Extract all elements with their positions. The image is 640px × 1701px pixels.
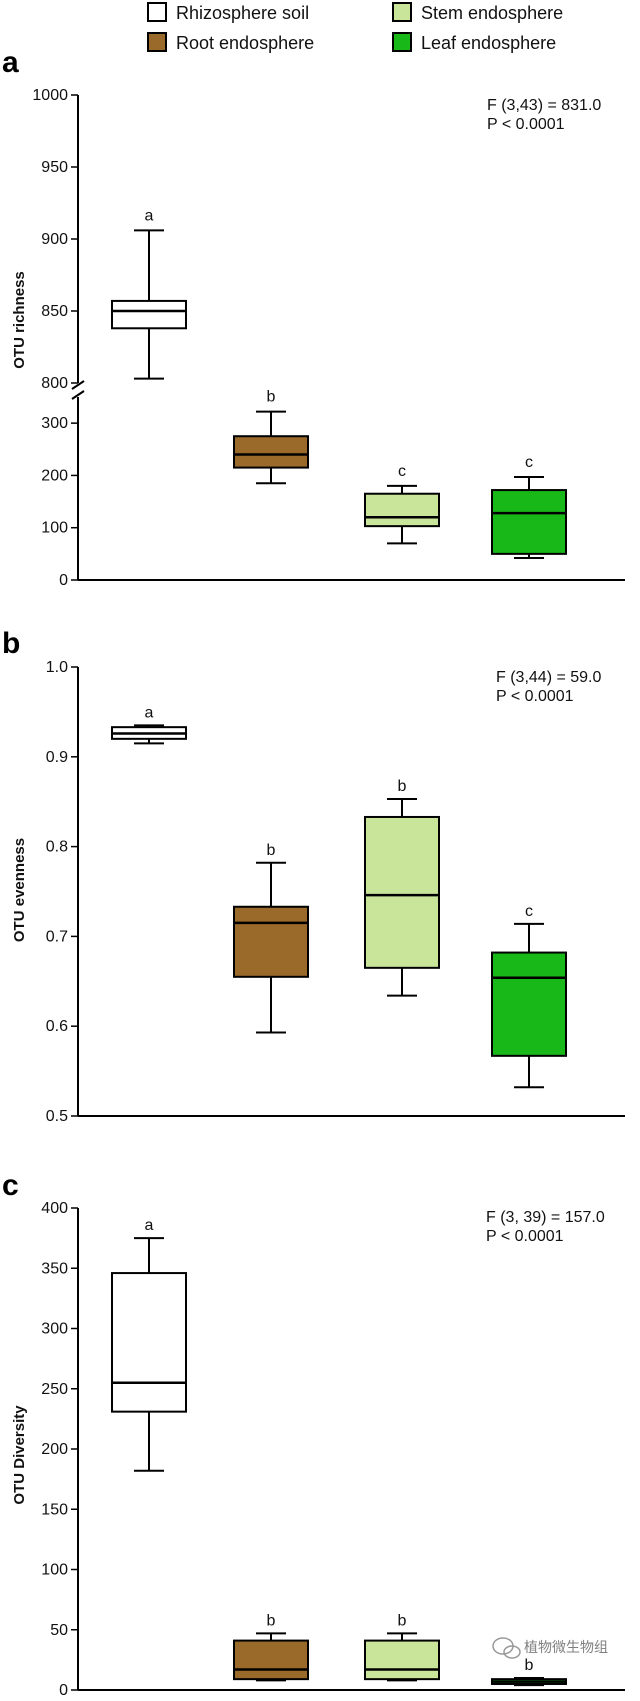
y-tick-label: 1.0 xyxy=(46,659,68,676)
stat-line: P < 0.0001 xyxy=(486,1228,564,1245)
y-tick-label: 100 xyxy=(41,520,68,537)
y-tick-label: 800 xyxy=(41,375,68,392)
significance-letter: b xyxy=(267,1612,276,1629)
y-tick-label: 0.7 xyxy=(46,928,68,945)
significance-letter: b xyxy=(267,842,276,859)
y-tick-label: 300 xyxy=(41,1321,68,1338)
y-tick-label: 50 xyxy=(50,1622,68,1639)
y-tick-label: 250 xyxy=(41,1381,68,1398)
box-iqr xyxy=(233,435,309,469)
wechat-icon-bubble xyxy=(503,1645,521,1659)
box-iqr xyxy=(364,492,440,528)
panel-label: c xyxy=(2,1169,19,1202)
y-axis-label: OTU evenness xyxy=(11,838,28,942)
significance-letter: c xyxy=(525,454,533,471)
y-tick-label: 1000 xyxy=(32,87,68,104)
legend-swatch xyxy=(147,32,167,52)
stat-line: F (3,43) = 831.0 xyxy=(487,97,601,114)
significance-letter: b xyxy=(525,1657,534,1674)
y-tick-label: 200 xyxy=(41,1441,68,1458)
stat-line: F (3,44) = 59.0 xyxy=(496,669,601,686)
legend-label: Root endosphere xyxy=(176,33,314,53)
box-iqr xyxy=(491,951,567,1057)
significance-letter: a xyxy=(145,207,154,224)
panel-c: c 0 50 100 150 200 250 300 350 400 OTU Diversity F … xyxy=(2,1169,625,1699)
panel-label: b xyxy=(2,627,20,660)
significance-letter: b xyxy=(267,389,276,406)
watermark: 植物微生物组 xyxy=(492,1637,608,1659)
panel-label: a xyxy=(2,46,19,79)
box-iqr xyxy=(491,489,567,555)
legend-item: Leaf endosphere xyxy=(392,32,556,53)
y-tick-label: 0.5 xyxy=(46,1108,68,1125)
legend-item: Stem endosphere xyxy=(392,2,563,23)
legend-label: Stem endosphere xyxy=(421,3,563,23)
legend-swatch xyxy=(392,2,412,22)
y-tick-label: 0 xyxy=(59,572,68,589)
y-tick-label: 0.8 xyxy=(46,839,68,856)
significance-letter: c xyxy=(525,903,533,920)
axis-break-mark xyxy=(71,390,85,400)
box-iqr xyxy=(233,905,309,978)
y-axis-label: OTU richness xyxy=(11,271,28,369)
y-tick-label: 350 xyxy=(41,1260,68,1277)
box-iqr xyxy=(364,815,440,969)
y-tick-label: 200 xyxy=(41,467,68,484)
y-tick-label: 0 xyxy=(59,1682,68,1699)
y-tick-label: 300 xyxy=(41,415,68,432)
y-tick-label: 0.6 xyxy=(46,1018,68,1035)
panel-a: a 800 850 900 950 1000 0 100 200 300 OTU richness F… xyxy=(2,46,625,589)
significance-letter: b xyxy=(398,1612,407,1629)
panel-b: b 0.5 0.6 0.7 0.8 0.9 1.0 OTU evenness F (3,44) … xyxy=(2,627,625,1125)
stat-line: P < 0.0001 xyxy=(487,116,565,133)
significance-letter: a xyxy=(145,704,154,721)
y-tick-label: 950 xyxy=(41,159,68,176)
significance-letter: a xyxy=(145,1217,154,1234)
y-tick-label: 400 xyxy=(41,1200,68,1217)
axis-break-mark xyxy=(71,380,85,390)
wechat-icon xyxy=(492,1637,521,1659)
significance-letter: c xyxy=(398,463,406,480)
significance-letter: b xyxy=(398,778,407,795)
watermark-text: 植物微生物组 xyxy=(524,1640,608,1656)
box-iqr xyxy=(111,1272,187,1413)
y-axis-label: OTU Diversity xyxy=(11,1405,28,1505)
y-tick-label: 0.9 xyxy=(46,749,68,766)
box-iqr xyxy=(233,1639,309,1681)
box-iqr xyxy=(111,299,187,330)
legend-label: Leaf endosphere xyxy=(421,33,556,53)
stat-line: F (3, 39) = 157.0 xyxy=(486,1209,605,1226)
legend-swatch xyxy=(392,32,412,52)
box-iqr xyxy=(364,1639,440,1681)
legend-item: Rhizosphere soil xyxy=(147,2,309,23)
legend-item: Root endosphere xyxy=(147,32,314,53)
y-tick-label: 150 xyxy=(41,1501,68,1518)
y-tick-label: 850 xyxy=(41,303,68,320)
stat-line: P < 0.0001 xyxy=(496,688,574,705)
legend-label: Rhizosphere soil xyxy=(176,3,309,23)
legend-swatch xyxy=(147,2,167,22)
y-tick-label: 900 xyxy=(41,231,68,248)
y-tick-label: 100 xyxy=(41,1562,68,1579)
